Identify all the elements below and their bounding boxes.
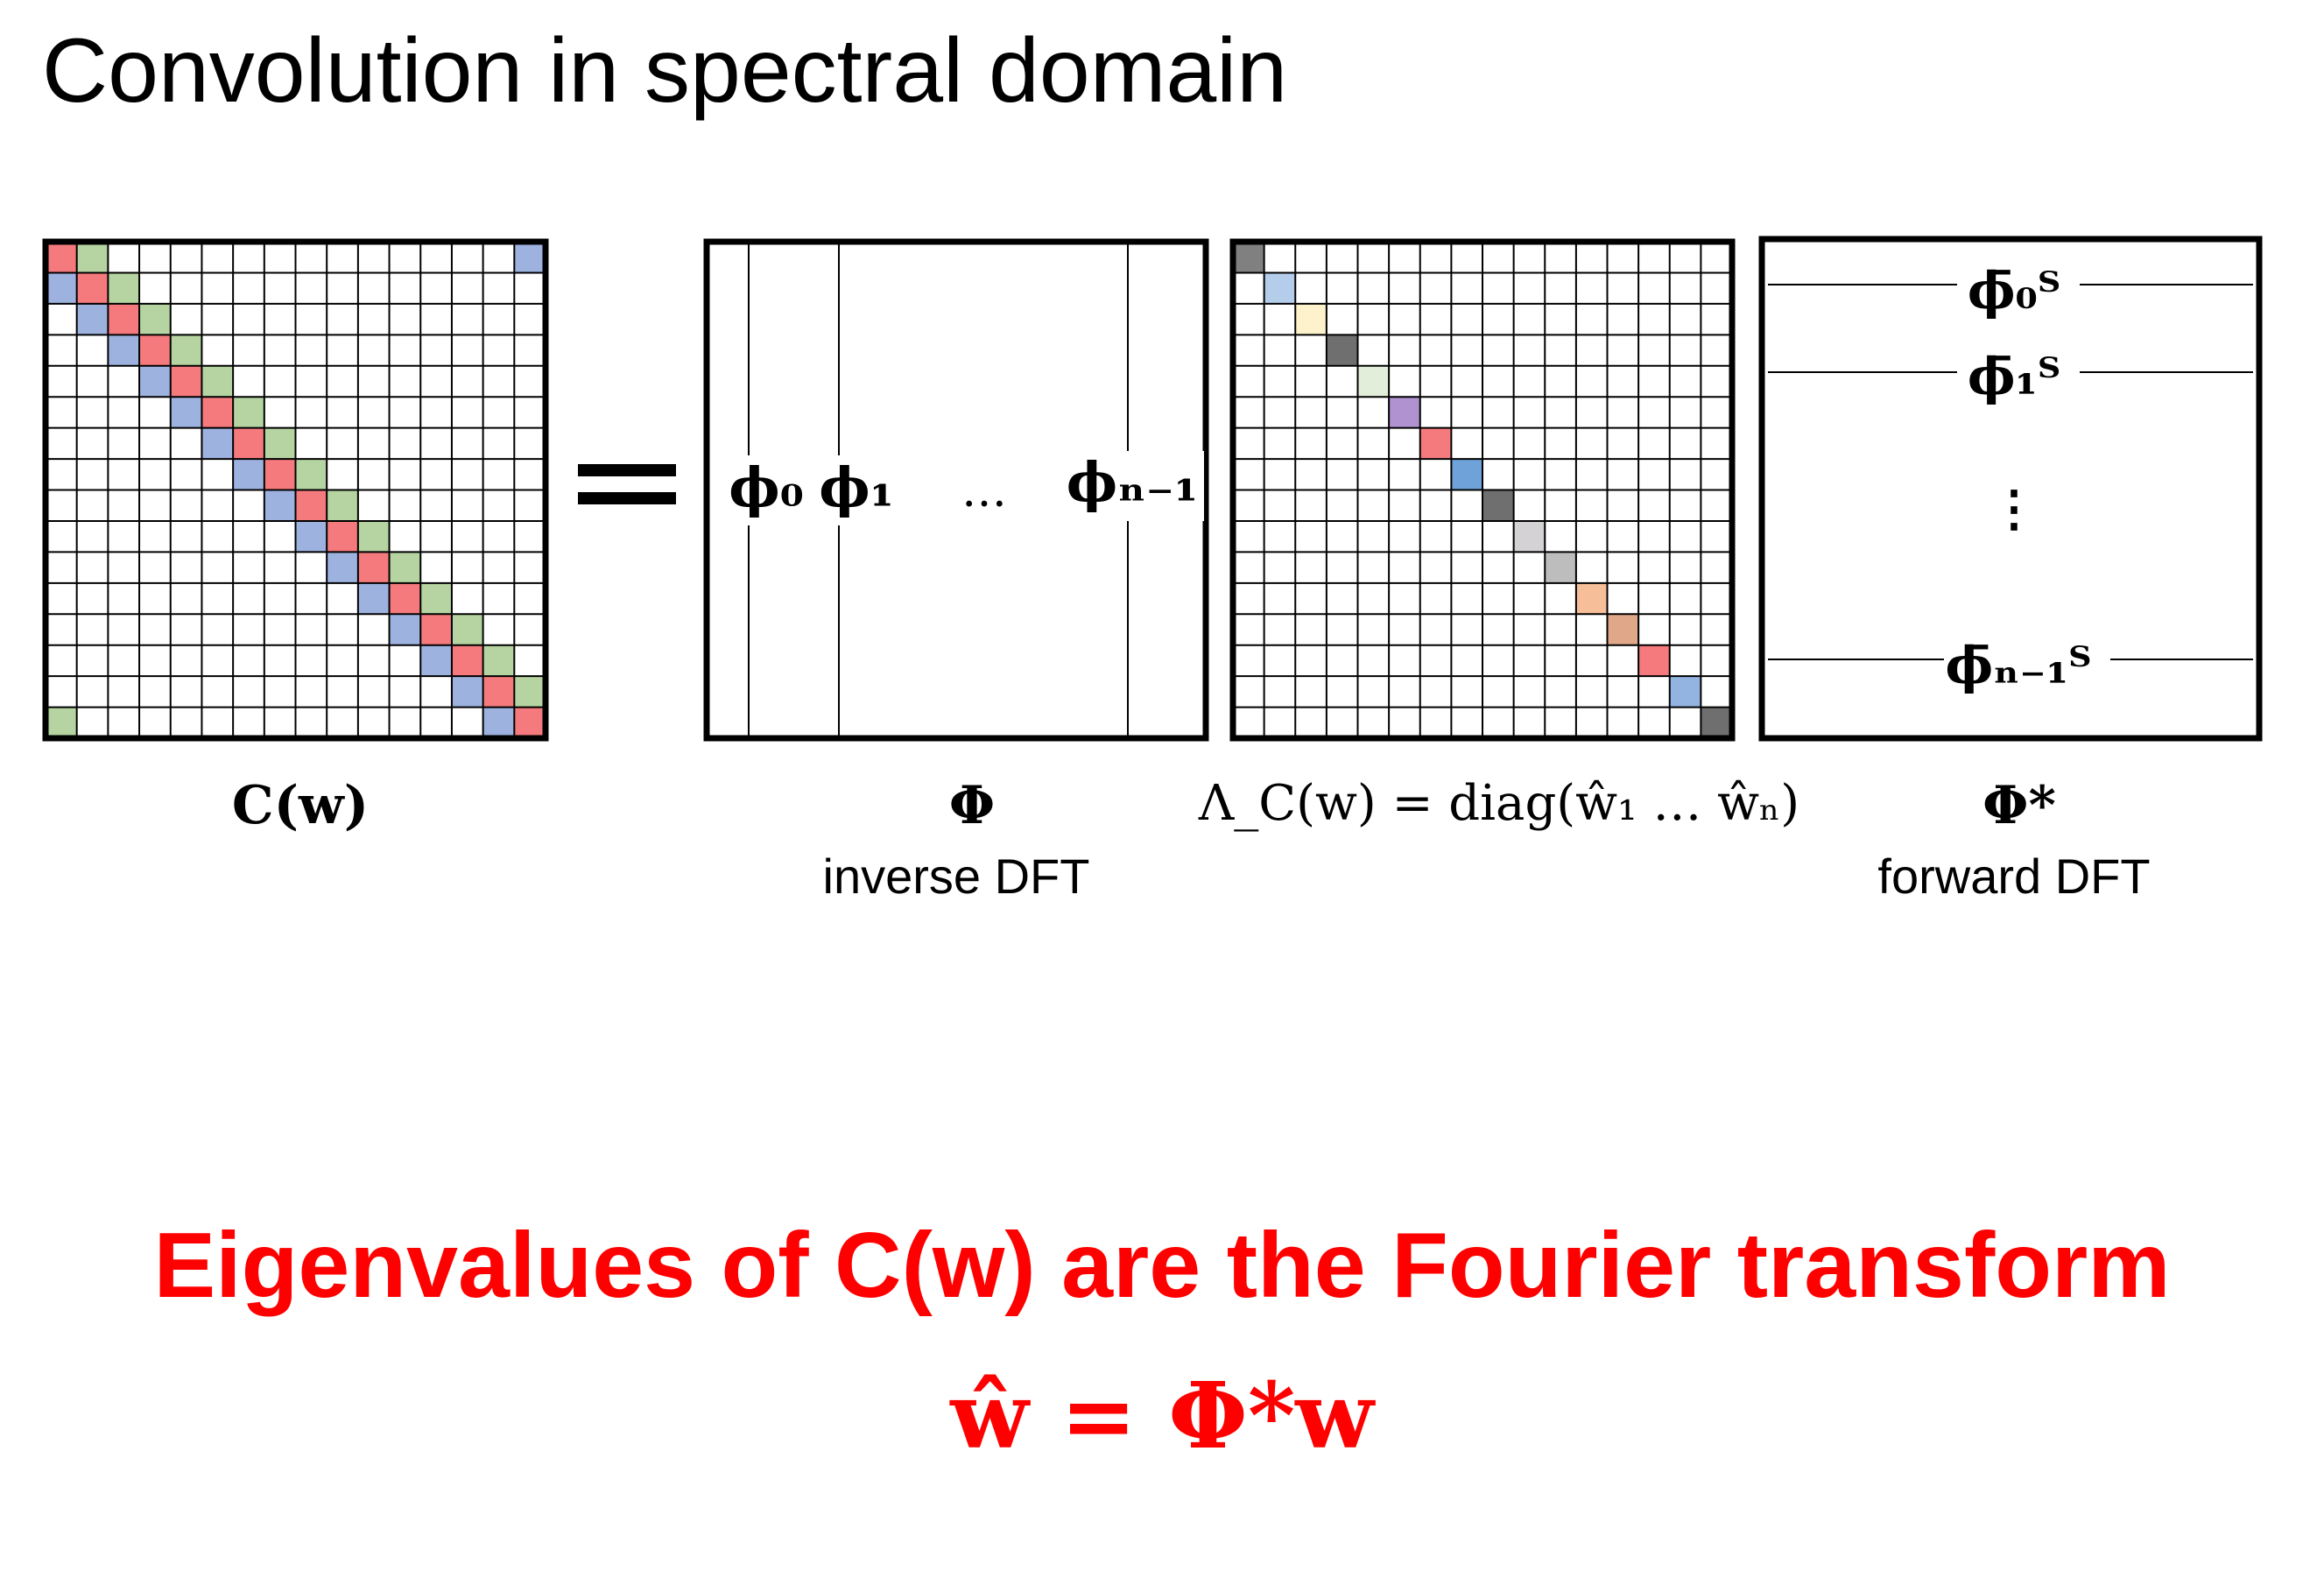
circulant-cell-lower — [420, 645, 452, 677]
eigenvalue-cell — [1233, 242, 1264, 273]
phi-column-0-label: ϕ₀ — [729, 455, 804, 519]
circulant-cell-upper — [451, 614, 483, 645]
eigenvalue-cell — [1575, 582, 1608, 615]
circulant-cell-main — [357, 552, 390, 583]
phi-column-1-label: ϕ₁ — [819, 455, 894, 519]
phi-star-matrix: ϕ̄₀ᵀ ϕ̄₁ᵀ ⋮ ϕ̄ₙ₋₁ᵀ — [1758, 236, 2263, 742]
circulant-cell-main — [233, 427, 264, 460]
circulant-cell-lower — [295, 520, 327, 553]
circulant-cell-upper — [264, 427, 296, 460]
circulant-cell-upper — [201, 365, 234, 398]
phi-column-last-label: ϕₙ₋₁ — [1067, 450, 1198, 514]
circulant-cell-lower — [46, 272, 77, 304]
circulant-cell-upper — [46, 707, 77, 738]
eigenvalue-cell — [1545, 552, 1576, 583]
eigenvalue-cell — [1513, 520, 1546, 553]
eigenvalue-cell — [1669, 676, 1701, 708]
circulant-cell-lower — [327, 552, 358, 583]
circulant-cell-upper — [327, 490, 358, 521]
circulant-cell-lower — [139, 365, 171, 398]
circulant-cell-lower — [264, 490, 296, 521]
circulant-cell-main — [139, 335, 171, 366]
circulant-matrix-label: C(w) — [231, 775, 370, 836]
circulant-cell-lower — [357, 582, 390, 615]
eigenvalue-cell — [1419, 427, 1452, 460]
forward-dft-caption: forward DFT — [1877, 849, 2151, 904]
diagonal-eigenvalue-matrix — [1229, 238, 1736, 742]
eigenvalue-cell — [1264, 272, 1296, 304]
circulant-cell-upper — [514, 676, 546, 708]
fourier-transform-equation: ŵ = Φ*w — [950, 1362, 1374, 1469]
circulant-cell-lower — [389, 614, 421, 645]
phi-star-row-last-label: ϕ̄ₙ₋₁ᵀ — [1945, 636, 2091, 695]
circulant-cell-lower — [233, 459, 264, 490]
circulant-cell-main — [46, 242, 77, 273]
eigenvalue-cell — [1607, 614, 1639, 645]
circulant-cell-upper — [233, 397, 264, 428]
circulant-cell-upper — [295, 459, 327, 490]
eigenvalue-statement: Eigenvalues of C(w) are the Fourier tran… — [153, 1214, 2171, 1317]
circulant-cell-main — [389, 582, 421, 615]
eigenvalue-cell — [1295, 303, 1327, 335]
circulant-cell-upper — [108, 272, 140, 304]
slide-title: Convolution in spectral domain — [42, 20, 1288, 122]
circulant-cell-main — [264, 459, 296, 490]
eigenvalue-cell — [1638, 645, 1670, 677]
circulant-cell-upper — [76, 242, 109, 273]
circulant-cell-upper — [357, 520, 390, 553]
inverse-dft-caption: inverse DFT — [822, 849, 1090, 904]
circulant-cell-main — [327, 520, 358, 553]
circulant-cell-main — [170, 365, 202, 398]
eigenvalue-cell — [1357, 365, 1390, 398]
lambda-definition: Λ_C(w) = diag(ŵ₁ … ŵₙ) — [1198, 775, 1800, 832]
eigenvalue-cell — [1451, 459, 1482, 490]
circulant-cell-lower — [108, 335, 140, 366]
phi-star-row-0-label: ϕ̄₀ᵀ — [1968, 261, 2060, 321]
eigenvalue-cell — [1389, 397, 1420, 428]
circulant-cell-lower — [76, 303, 109, 335]
circulant-cell-upper — [389, 552, 421, 583]
circulant-cell-main — [295, 490, 327, 521]
circulant-cell-upper — [482, 645, 515, 677]
phi-matrix: ϕ₀ ϕ₁ … ϕₙ₋₁ — [703, 238, 1209, 742]
circulant-cell-upper — [139, 303, 171, 335]
phi-star-row-1-label: ϕ̄₁ᵀ — [1968, 347, 2060, 406]
circulant-cell-lower — [170, 397, 202, 428]
eigenvalue-cell — [1326, 335, 1358, 366]
circulant-cell-lower — [514, 242, 546, 273]
circulant-cell-lower — [201, 427, 234, 460]
equals-sign — [578, 464, 676, 504]
phi-star-row-ellipsis: ⋮ — [1989, 480, 2039, 538]
phi-symbol: Φ — [948, 775, 996, 836]
circulant-cell-main — [451, 645, 483, 677]
eigenvalue-cell — [1701, 707, 1732, 738]
eigenvalue-cell — [1482, 490, 1514, 521]
circulant-cell-upper — [420, 582, 452, 615]
circulant-cell-main — [482, 676, 515, 708]
circulant-cell-main — [76, 272, 109, 304]
circulant-cell-upper — [170, 335, 202, 366]
circulant-cell-lower — [482, 707, 515, 738]
circulant-cell-lower — [451, 676, 483, 708]
circulant-matrix — [42, 238, 549, 742]
phi-star-symbol: Φ* — [1982, 775, 2056, 836]
circulant-cell-main — [514, 707, 546, 738]
circulant-cell-main — [420, 614, 452, 645]
circulant-cell-main — [201, 397, 234, 428]
circulant-cell-main — [108, 303, 140, 335]
phi-column-ellipsis: … — [961, 465, 1007, 518]
